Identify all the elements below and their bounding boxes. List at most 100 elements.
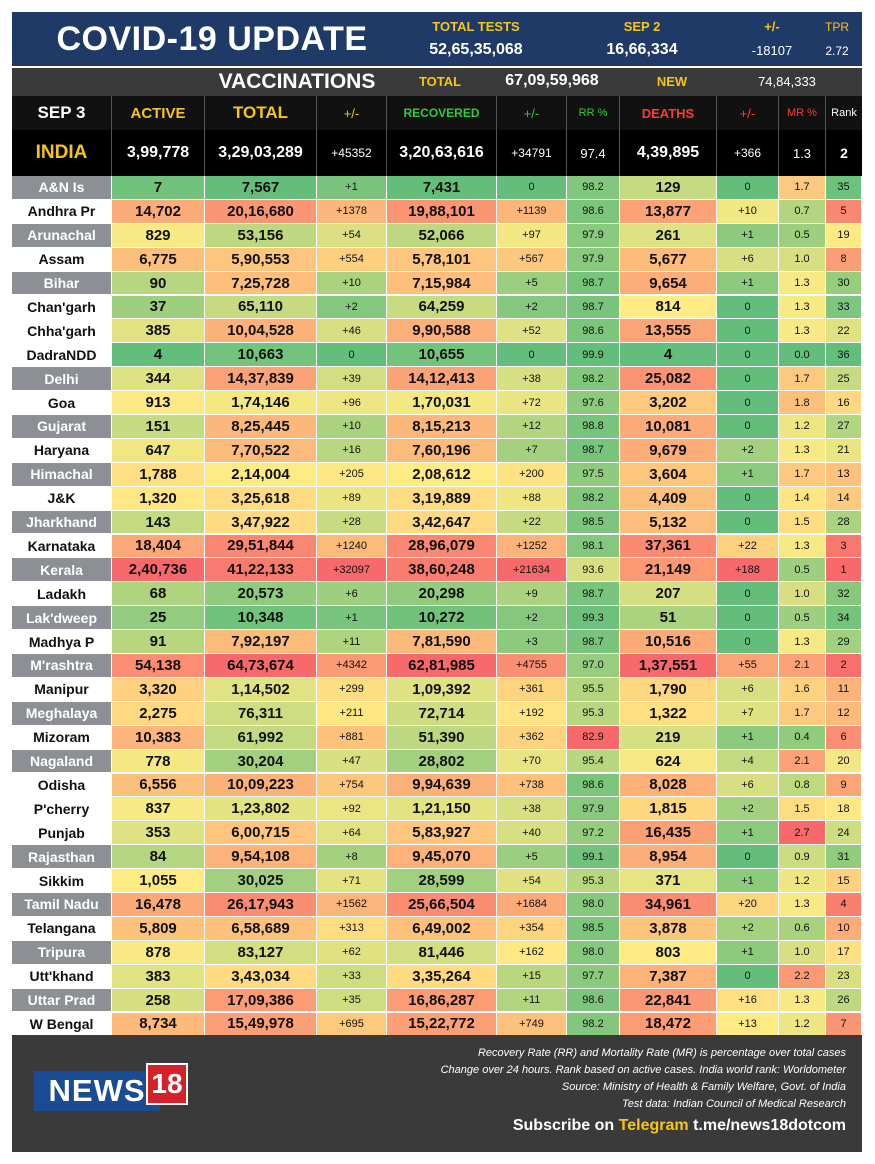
cell-deaths: 207 (620, 582, 717, 607)
cell-mr: 1.7 (779, 176, 826, 200)
cell-tc: +4342 (317, 654, 387, 678)
cell-mr: 1.3 (779, 534, 826, 559)
cell-mr: 1.3 (779, 630, 826, 654)
cell-rr: 97.6 (567, 391, 620, 415)
cell-dc: +1 (717, 725, 779, 750)
subscribe-link[interactable]: t.me/news18dotcom (693, 1117, 846, 1134)
cell-active: 3,320 (112, 677, 205, 702)
cell-tc: +10 (317, 415, 387, 439)
cell-deaths: 814 (620, 295, 717, 320)
cell-recovered: 5,83,927 (387, 821, 497, 846)
cell-active: 10,383 (112, 725, 205, 750)
table-row: Manipur 3,320 1,14,502 +299 1,09,392 +361 95.5… (12, 677, 862, 702)
state-name-cell: Chan'garh (12, 295, 112, 320)
india-label: INDIA (12, 130, 112, 176)
cell-dc: 0 (717, 295, 779, 320)
cell-deaths: 37,361 (620, 534, 717, 559)
table-row: DadraNDD 4 10,663 0 10,655 0 99.9 4 0 0.0 36 (12, 343, 862, 368)
cell-rank: 3 (826, 534, 862, 559)
cell-total: 7,70,522 (205, 438, 317, 463)
cell-recovered: 9,45,070 (387, 845, 497, 870)
cell-total: 5,90,553 (205, 247, 317, 272)
cell-rank: 28 (826, 510, 862, 535)
cell-rr: 97.5 (567, 462, 620, 487)
cell-dc: +55 (717, 654, 779, 678)
india-rank: 2 (840, 145, 848, 161)
cell-dc: 0 (717, 367, 779, 392)
cell-deaths: 3,878 (620, 916, 717, 941)
cell-mr: 0.5 (779, 558, 826, 583)
footer-note-tests: Test data: Indian Council of Medical Res… (622, 1098, 846, 1110)
cell-total: 7,25,728 (205, 271, 317, 296)
cell-total: 61,992 (205, 725, 317, 750)
cell-active: 5,809 (112, 916, 205, 941)
cell-rc: +361 (497, 677, 567, 702)
table-row: Jharkhand 143 3,47,922 +28 3,42,647 +22 98.5 5,… (12, 510, 862, 535)
cell-recovered: 9,90,588 (387, 319, 497, 344)
cell-mr: 2.1 (779, 654, 826, 678)
cell-total: 53,156 (205, 223, 317, 248)
cell-total: 26,17,943 (205, 893, 317, 917)
cell-total: 65,110 (205, 295, 317, 320)
cell-active: 353 (112, 821, 205, 846)
cell-rc: +2 (497, 295, 567, 320)
cell-deaths: 8,028 (620, 773, 717, 798)
india-recovered: 3,20,63,616 (387, 130, 497, 176)
state-name-cell: W Bengal (12, 1012, 112, 1037)
cell-dc: +2 (717, 916, 779, 941)
cell-rr: 95.4 (567, 749, 620, 774)
cell-deaths: 21,149 (620, 558, 717, 583)
cell-dc: 0 (717, 510, 779, 535)
cell-total: 7,92,197 (205, 630, 317, 654)
cell-mr: 1.7 (779, 367, 826, 392)
cell-rc: +749 (497, 1012, 567, 1037)
cell-rr: 98.6 (567, 319, 620, 344)
col-rr: RR % (567, 96, 620, 130)
cell-tc: +35 (317, 988, 387, 1013)
state-name-cell: Lak'dweep (12, 606, 112, 631)
cell-active: 878 (112, 940, 205, 965)
state-name-cell: Odisha (12, 773, 112, 798)
cell-tc: +32097 (317, 558, 387, 583)
cell-rc: +97 (497, 223, 567, 248)
cell-tc: +211 (317, 701, 387, 726)
cell-total: 6,00,715 (205, 821, 317, 846)
state-name-cell: Mizoram (12, 725, 112, 750)
cell-rank: 23 (826, 964, 862, 989)
cell-recovered: 5,78,101 (387, 247, 497, 272)
col-recovered-change: +/- (497, 96, 567, 130)
cell-recovered: 1,09,392 (387, 677, 497, 702)
cell-rr: 95.3 (567, 869, 620, 893)
cell-dc: +22 (717, 534, 779, 559)
cell-rc: +9 (497, 582, 567, 607)
cell-tc: +62 (317, 940, 387, 965)
cell-mr: 2.7 (779, 821, 826, 846)
cell-rc: 0 (497, 176, 567, 200)
cell-dc: 0 (717, 630, 779, 654)
cell-recovered: 7,431 (387, 176, 497, 200)
cell-rr: 98.5 (567, 916, 620, 941)
table-row: Punjab 353 6,00,715 +64 5,83,927 +40 97.2 16,43… (12, 821, 862, 846)
cell-rank: 21 (826, 438, 862, 463)
cell-rank: 32 (826, 582, 862, 607)
cell-deaths: 34,961 (620, 893, 717, 917)
cell-recovered: 14,12,413 (387, 367, 497, 392)
cell-total: 76,311 (205, 701, 317, 726)
cell-active: 54,138 (112, 654, 205, 678)
state-name-cell: Tripura (12, 940, 112, 965)
col-deaths: DEATHS (620, 96, 717, 130)
cell-mr: 1.3 (779, 438, 826, 463)
footer-note-source: Source: Ministry of Health & Family Welf… (561, 1081, 846, 1093)
cell-recovered: 52,066 (387, 223, 497, 248)
cell-deaths: 129 (620, 176, 717, 200)
table-row: Bihar 90 7,25,728 +10 7,15,984 +5 98.7 9,654 +1 1… (12, 271, 862, 296)
cell-recovered: 81,446 (387, 940, 497, 965)
footer: NEWS 18 Recovery Rate (RR) and Mortality… (12, 1035, 862, 1152)
cell-total: 10,663 (205, 343, 317, 368)
cell-rc: +4755 (497, 654, 567, 678)
cell-tc: +205 (317, 462, 387, 487)
cell-total: 8,25,445 (205, 415, 317, 439)
state-name-cell: Karnataka (12, 534, 112, 559)
cell-rr: 82.9 (567, 725, 620, 750)
cell-total: 10,348 (205, 606, 317, 631)
